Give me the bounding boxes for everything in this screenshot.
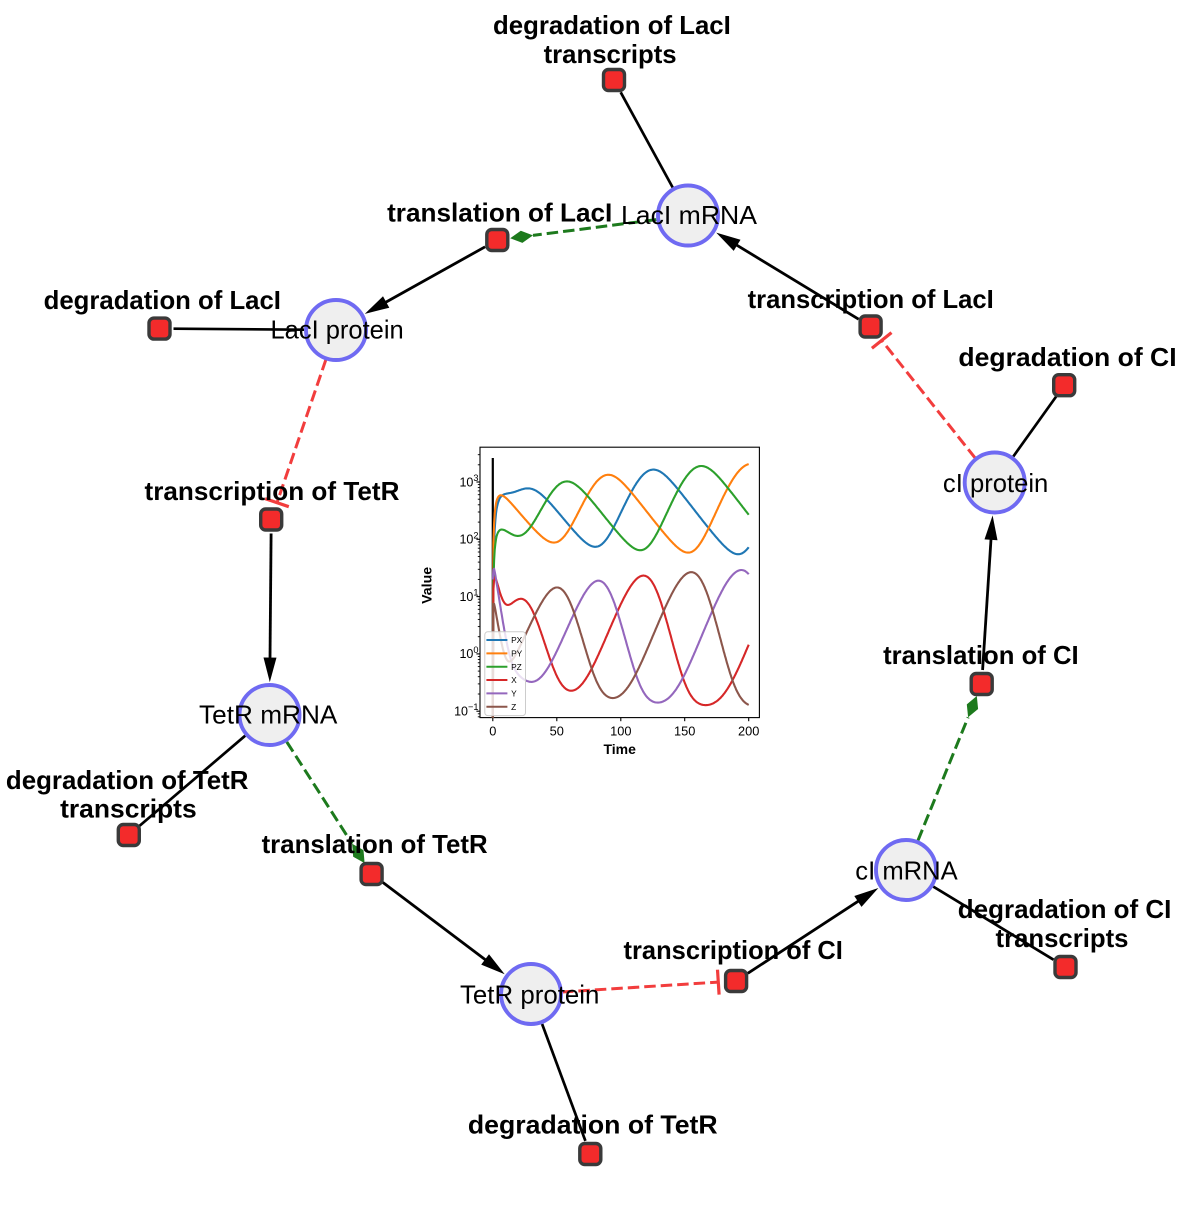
svg-text:PX: PX xyxy=(511,635,523,645)
svg-text:cI mRNA: cI mRNA xyxy=(855,855,958,885)
svg-text:100: 100 xyxy=(610,723,631,738)
svg-text:PZ: PZ xyxy=(511,662,522,672)
svg-text:translation of LacI: translation of LacI xyxy=(387,199,612,227)
svg-text:transcripts: transcripts xyxy=(60,796,197,824)
svg-text:LacI mRNA: LacI mRNA xyxy=(621,200,758,230)
svg-text:degradation of CI: degradation of CI xyxy=(958,896,1172,924)
svg-text:transcripts: transcripts xyxy=(544,41,677,69)
svg-text:Z: Z xyxy=(511,702,516,712)
svg-text:200: 200 xyxy=(738,723,759,738)
svg-text:Value: Value xyxy=(419,567,435,604)
svg-text:transcription of LacI: transcription of LacI xyxy=(748,286,994,314)
svg-text:Time: Time xyxy=(604,741,637,757)
svg-text:TetR protein: TetR protein xyxy=(460,979,599,1009)
svg-text:150: 150 xyxy=(674,723,695,738)
svg-text:cI protein: cI protein xyxy=(943,468,1048,498)
svg-text:X: X xyxy=(511,675,517,685)
svg-text:degradation of LacI: degradation of LacI xyxy=(44,287,281,315)
svg-text:transcripts: transcripts xyxy=(996,925,1129,953)
svg-text:50: 50 xyxy=(550,723,564,738)
svg-text:degradation of CI: degradation of CI xyxy=(958,344,1176,372)
svg-text:translation of TetR: translation of TetR xyxy=(262,831,488,859)
svg-text:degradation of TetR: degradation of TetR xyxy=(468,1112,718,1140)
svg-text:degradation of TetR: degradation of TetR xyxy=(6,767,249,795)
svg-text:Y: Y xyxy=(511,689,517,699)
svg-text:translation of CI: translation of CI xyxy=(883,642,1079,670)
svg-text:0: 0 xyxy=(489,723,496,738)
svg-text:transcription of TetR: transcription of TetR xyxy=(145,478,400,506)
svg-text:TetR mRNA: TetR mRNA xyxy=(199,700,338,730)
svg-text:degradation of LacI: degradation of LacI xyxy=(493,12,731,40)
svg-text:transcription of CI: transcription of CI xyxy=(624,937,843,965)
svg-text:PY: PY xyxy=(511,649,523,659)
svg-text:LacI protein: LacI protein xyxy=(271,315,404,345)
